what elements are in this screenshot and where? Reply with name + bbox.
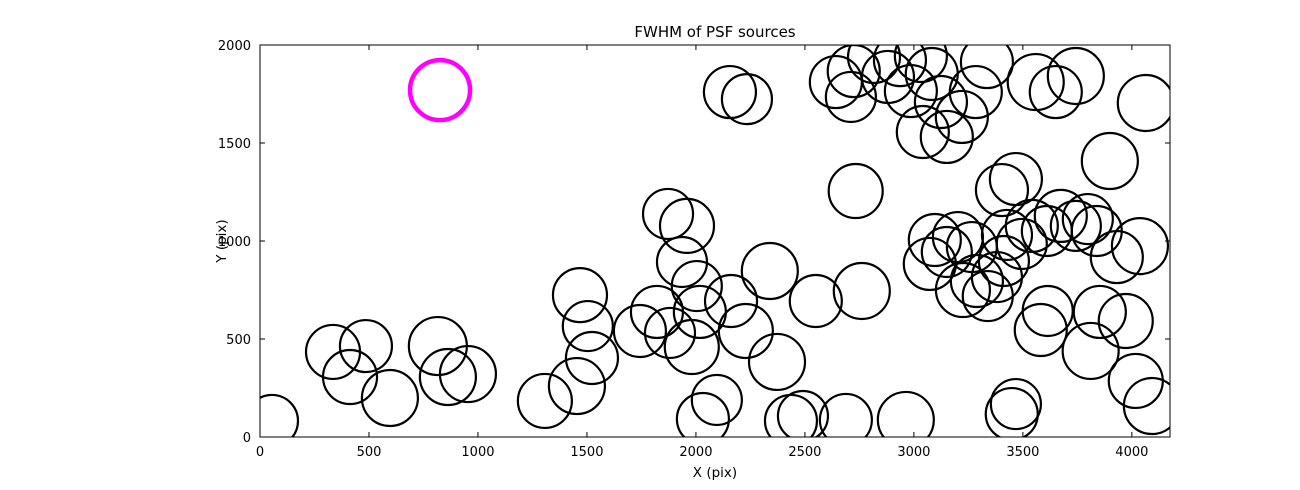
psf-circle [893,45,948,84]
psf-circle [1046,46,1105,106]
psf-circle [260,393,300,437]
psf-circle [321,348,379,406]
psf-circle [872,45,928,88]
psf-circle [1110,216,1170,276]
psf-circle [934,261,992,319]
psf-circle [846,45,902,85]
psf-circle [788,273,843,329]
psf-circle [1028,64,1083,120]
psf-circle [977,234,1031,288]
psf-circle [663,318,720,376]
psf-circle [1013,302,1068,358]
x-tick-label: 2000 [679,445,712,460]
psf-circle [747,332,807,392]
psf-circle [360,368,420,428]
psf-circle [717,302,774,360]
x-tick-label: 0 [256,445,264,460]
x-tick-label: 3500 [1006,445,1039,460]
psf-circle [690,373,743,427]
psf-circle [832,261,891,321]
psf-circle [564,330,620,386]
psf-circle [883,63,938,119]
psf-circle [675,391,730,437]
psf-circle [934,89,989,145]
psf-circle [547,356,607,416]
highlighted-psf-circle [407,57,473,123]
psf-circle [438,344,498,404]
psf-circle [1061,321,1120,381]
psf-circle [907,212,962,268]
psf-circle [995,217,1048,271]
x-tick-label: 4000 [1115,445,1148,460]
psf-circle [641,187,695,241]
psf-circle [827,162,884,220]
psf-circle [551,266,609,324]
y-tick-label: 0 [243,431,251,446]
psf-circle [670,259,723,313]
psf-circle [980,208,1034,262]
psf-circle [876,390,935,437]
psf-circle [703,273,759,329]
psf-circle [920,225,973,279]
psf-circle [1049,199,1102,253]
chart-title: FWHM of PSF sources [634,23,795,41]
y-tick-label: 1000 [218,235,251,250]
psf-circle [643,306,697,360]
psf-circle [974,162,1030,218]
psf-circle [913,74,969,130]
psf-circle [1072,284,1127,340]
psf-circle [988,151,1043,207]
psf-circle [1070,204,1123,258]
psf-circle [989,377,1042,431]
psf-circle [561,299,614,353]
psf-circle [1089,229,1144,285]
psf-circle [338,318,394,374]
scatter-points-layer [260,45,1170,437]
psf-circle [895,104,950,160]
psf-circle [1116,73,1170,133]
x-tick-label: 500 [357,445,382,460]
psf-circle [1021,284,1074,338]
psf-circle [1097,292,1154,350]
x-tick-label: 1500 [570,445,603,460]
psf-circle [1061,192,1114,246]
psf-circle [919,109,974,165]
psf-circle [948,64,1003,120]
psf-circle [824,70,878,124]
psf-circle [1033,188,1088,244]
y-tick-label: 500 [226,333,251,348]
psf-circle [776,389,830,437]
psf-circle [516,372,573,430]
psf-circle [818,392,873,437]
psf-circle [959,45,1015,90]
x-axis-label: X (pix) [693,465,737,481]
psf-circle [740,241,799,301]
y-axis-label: Y (pix) [214,219,230,263]
psf-circle [655,235,709,289]
y-tick-label: 2000 [218,39,251,54]
psf-circle [612,303,668,359]
x-tick-label: 1000 [461,445,494,460]
y-tick-label: 1500 [218,137,251,152]
x-tick-label: 2500 [788,445,821,460]
psf-circle [720,72,774,126]
psf-circle [418,347,477,407]
psf-circle [1080,131,1139,191]
psf-circle [1122,376,1170,436]
ticks-layer: 0 500 1000 1500 2000 2500 3000 3500 4000 0 500 1000… [218,39,1170,460]
x-tick-label: 3000 [897,445,930,460]
